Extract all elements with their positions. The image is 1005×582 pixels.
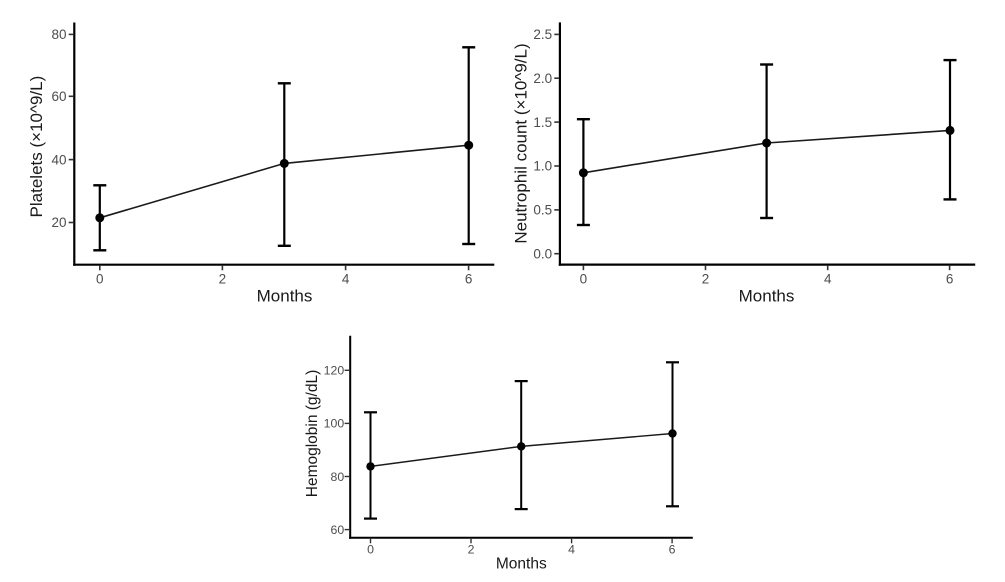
svg-text:20: 20 (51, 215, 66, 230)
svg-text:1.5: 1.5 (533, 115, 552, 130)
svg-text:60: 60 (331, 523, 345, 537)
svg-text:Months: Months (257, 286, 313, 305)
svg-text:Months: Months (496, 556, 547, 573)
svg-text:4: 4 (342, 271, 350, 286)
svg-text:100: 100 (324, 417, 345, 431)
svg-text:Platelets (×10^9/L): Platelets (×10^9/L) (27, 76, 46, 218)
svg-text:Neutrophil count (×10^9/L): Neutrophil count (×10^9/L) (512, 43, 531, 243)
svg-text:Hemoglobin (g/dL): Hemoglobin (g/dL) (304, 370, 321, 498)
svg-text:4: 4 (824, 271, 832, 286)
svg-text:120: 120 (324, 364, 345, 378)
svg-text:80: 80 (51, 27, 66, 42)
svg-text:6: 6 (946, 271, 954, 286)
svg-text:2.5: 2.5 (533, 27, 552, 42)
svg-text:0.5: 0.5 (533, 203, 552, 218)
svg-text:Months: Months (739, 286, 795, 305)
svg-text:0.0: 0.0 (533, 246, 552, 261)
svg-text:60: 60 (51, 89, 66, 104)
svg-text:2: 2 (702, 271, 710, 286)
svg-text:0: 0 (96, 271, 104, 286)
svg-text:4: 4 (568, 543, 575, 557)
svg-text:40: 40 (51, 152, 66, 167)
svg-text:2: 2 (468, 543, 475, 557)
svg-text:2: 2 (219, 271, 227, 286)
svg-text:2.0: 2.0 (533, 71, 552, 86)
svg-text:0: 0 (580, 271, 588, 286)
svg-text:6: 6 (669, 543, 676, 557)
svg-text:1.0: 1.0 (533, 159, 552, 174)
svg-text:6: 6 (465, 271, 473, 286)
svg-text:0: 0 (367, 543, 374, 557)
svg-text:80: 80 (331, 470, 345, 484)
